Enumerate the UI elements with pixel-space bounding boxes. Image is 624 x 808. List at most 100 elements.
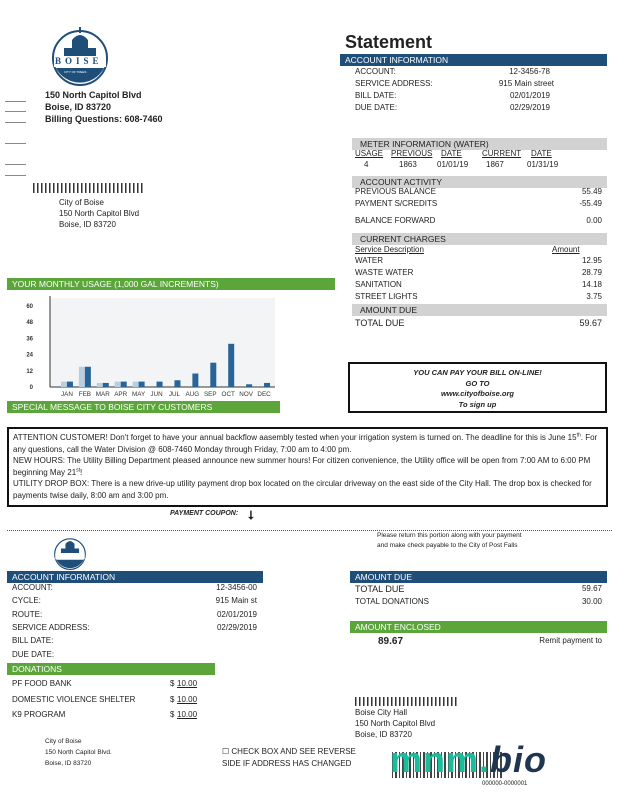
charge-value: 28.79 [581, 268, 602, 277]
usage-bar-jul [174, 380, 181, 387]
watermark: mnm.bio [390, 739, 547, 780]
message-new-hours: NEW HOURS: The Utility Billing Departmen… [13, 456, 591, 477]
account-info-label: ACCOUNT: [355, 67, 396, 76]
usage-bar-jan [60, 381, 67, 387]
coupon-account-label: BILL DATE: [12, 636, 54, 646]
address-change-label: SIDE IF ADDRESS HAS CHANGED [222, 759, 352, 768]
coupon-account-value: 02/29/2019 [216, 622, 257, 632]
activity-label: PREVIOUS BALANCE [355, 187, 436, 196]
fold-mark [5, 175, 26, 176]
usage-bar-feb [84, 366, 91, 387]
x-tick-label: JAN [61, 391, 73, 398]
return-instructions-2: and make check payable to the City of Po… [377, 542, 518, 549]
payment-coupon-label: PAYMENT COUPON: [170, 510, 239, 517]
total-due-label: TOTAL DUE [355, 318, 405, 328]
billing-questions: Billing Questions: 608-7460 [45, 114, 163, 124]
fold-mark [5, 101, 26, 102]
pay-online-line-2: GO TO [465, 378, 490, 388]
coupon-account-label: CYCLE: [12, 596, 41, 606]
donation-amount: 10.00 [177, 679, 198, 688]
usage-bar-apr [114, 381, 121, 387]
usage-bar-oct [228, 343, 235, 387]
activity-label: PAYMENT S/CREDITS [355, 199, 438, 208]
usage-bar-nov [246, 384, 253, 387]
logo-text: BOISE [55, 56, 103, 66]
usage-chart: 60 48 36 24 12 0 JAN FEB MAR APR MAY JUN JUL AUG SEP OC… [26, 296, 275, 398]
total-donations-label: TOTAL DONATIONS [355, 597, 429, 606]
message-backflow: ATTENTION CUSTOMER! Don't forget to have… [13, 432, 598, 454]
address-change-checkbox[interactable]: ☐ CHECK BOX AND SEE REVERSE [222, 747, 356, 756]
pay-online-link[interactable]: www.cityofboise.org [440, 389, 515, 398]
x-tick-label: OCT [222, 391, 235, 398]
coupon-account-label: ACCOUNT: [12, 583, 53, 592]
charge-value: 14.18 [581, 280, 602, 289]
y-tick-label: 48 [26, 320, 33, 326]
account-info-label: DUE DATE: [355, 103, 398, 112]
meter-value: 01/31/19 [527, 160, 559, 169]
total-donations-value: 30.00 [581, 597, 602, 606]
activity-label: BALANCE FORWARD [355, 216, 436, 225]
account-info-label: BILL DATE: [355, 91, 397, 100]
x-tick-label: NOV [239, 391, 253, 398]
logo-subtext: CITY OF TREES [64, 70, 87, 74]
donation-amount: 10.00 [177, 710, 198, 719]
fold-mark [5, 122, 26, 123]
coupon-account-value: 02/01/2019 [216, 609, 257, 619]
mail-to-line-3: Boise, ID 83720 [59, 220, 116, 229]
amount-header: Amount [552, 245, 580, 254]
coupon-account-value: 12-3456-00 [216, 583, 257, 592]
city-logo: BOISE CITY OF TREES [50, 26, 110, 86]
usage-bar-jan [66, 381, 73, 387]
address-line-1: 150 North Capitol Blvd [45, 90, 142, 100]
coupon-account-label: SERVICE ADDRESS: [12, 622, 90, 632]
pay-online-box: YOU CAN PAY YOUR BILL ON-LINE! GO TO www… [348, 362, 607, 413]
donations-header: DONATIONS [7, 663, 215, 675]
y-tick-label: 0 [30, 385, 34, 391]
meter-value: 1863 [399, 160, 417, 169]
fold-mark [5, 143, 26, 144]
x-tick-label: MAY [132, 391, 146, 398]
cut-line [7, 530, 612, 531]
from-line-1: City of Boise [45, 738, 82, 745]
pay-online-line-4: To sign up [458, 399, 497, 409]
account-activity-header: ACCOUNT ACTIVITY [352, 176, 607, 188]
donation-currency: $ [170, 710, 175, 719]
usage-bar-dec [264, 382, 271, 387]
fold-mark [5, 111, 26, 112]
from-line-3: Boise, ID 83720 [45, 760, 92, 767]
meter-column-header: USAGE [355, 149, 384, 158]
y-tick-label: 60 [26, 304, 33, 310]
meter-column-header: PREVIOUS [391, 149, 433, 158]
usage-bar-apr [120, 381, 127, 387]
usage-bar-sep [210, 362, 217, 387]
y-tick-label: 12 [26, 369, 33, 375]
activity-value: 0.00 [586, 216, 602, 225]
amount-due-header: AMOUNT DUE [352, 304, 607, 316]
meter-value: 1867 [486, 160, 504, 169]
pay-online-line-1: YOU CAN PAY YOUR BILL ON-LINE! [413, 368, 542, 377]
message-box: ATTENTION CUSTOMER! Don't forget to have… [7, 427, 608, 507]
donation-label: DOMESTIC VIOLENCE SHELTER [12, 694, 136, 704]
y-tick-label: 24 [26, 353, 33, 359]
barcode-number: 000000-0000001 [482, 781, 528, 787]
meter-column-header: DATE [441, 149, 462, 158]
fold-mark [5, 164, 26, 165]
x-tick-label: MAR [96, 391, 110, 398]
x-tick-label: AUG [186, 391, 200, 398]
activity-value: 55.49 [581, 187, 602, 196]
coupon-total-due-value: 59.67 [581, 584, 602, 593]
page-title: Statement [345, 32, 433, 52]
meter-column-header: DATE [531, 149, 552, 158]
x-tick-label: DEC [257, 391, 271, 398]
remit-to-line-3: Boise, ID 83720 [355, 730, 412, 739]
special-message-header: SPECIAL MESSAGE TO BOISE CITY CUSTOMERS [7, 401, 280, 413]
account-info-label: SERVICE ADDRESS: [355, 79, 433, 88]
total-due-value: 59.67 [579, 318, 602, 328]
meter-info-header: METER INFORMATION (WATER) [352, 138, 607, 150]
activity-value: -55.49 [579, 199, 602, 208]
remit-payment-label: Remit payment to [539, 636, 602, 645]
remit-to-line-1: Boise City Hall [355, 708, 408, 717]
charge-value: 3.75 [586, 292, 602, 301]
usage-header: YOUR MONTHLY USAGE (1,000 GAL INCREMENTS… [7, 278, 335, 290]
amount-enclosed-value[interactable]: 89.67 [378, 636, 404, 647]
